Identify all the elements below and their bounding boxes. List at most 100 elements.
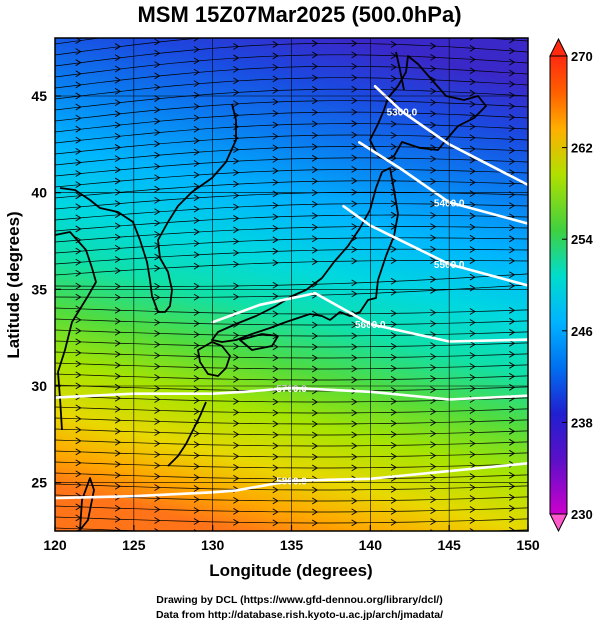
- streamline-arrow: [75, 48, 82, 55]
- streamline-arrow: [351, 376, 358, 384]
- colorbar-ticks: 230 238 246 254 262 270: [562, 49, 593, 522]
- streamline-arrow: [75, 59, 82, 67]
- streamline-arrow: [114, 144, 121, 151]
- streamline-arrow: [391, 19, 396, 25]
- streamline-arrow: [469, 273, 476, 281]
- streamline-arrow: [114, 177, 121, 185]
- streamline-arrow: [430, 419, 437, 426]
- streamline-arrow: [430, 496, 437, 503]
- streamline-arrow: [311, 63, 319, 70]
- colorbar-top-cap: [549, 37, 568, 57]
- streamline-arrow: [509, 372, 516, 380]
- streamline-arrow: [430, 53, 437, 61]
- streamline-arrow: [193, 496, 200, 503]
- streamline-arrow: [430, 38, 431, 39]
- streamline-arrow: [351, 85, 358, 93]
- streamline-arrow: [272, 281, 279, 289]
- streamline-arrow: [509, 113, 516, 121]
- streamline-arrow: [233, 518, 240, 526]
- streamline-arrow: [75, 70, 82, 78]
- streamline-arrow: [193, 282, 200, 290]
- streamline-arrow: [193, 408, 200, 415]
- streamline-arrow: [351, 343, 358, 351]
- streamline-arrow: [311, 40, 319, 47]
- streamline-arrow: [469, 112, 476, 119]
- streamline-arrow: [351, 40, 358, 47]
- streamline-arrow: [312, 542, 317, 548]
- streamline-arrow: [233, 215, 240, 222]
- streamline-arrow: [154, 363, 161, 370]
- streamline-arrow: [509, 136, 516, 143]
- colorbar-tick-label: 246: [571, 324, 593, 339]
- streamline-arrow: [154, 163, 161, 170]
- streamline-arrow: [272, 167, 279, 175]
- streamline-arrow: [430, 87, 437, 95]
- streamline-arrow: [114, 88, 121, 95]
- streamline-arrow: [233, 441, 240, 449]
- streamline-arrow: [114, 449, 121, 457]
- streamline-arrow: [272, 155, 279, 163]
- x-tick-label: 150: [516, 537, 540, 553]
- streamline-arrow: [273, 18, 278, 24]
- streamline-arrow: [390, 309, 397, 317]
- streamline-arrow: [114, 306, 121, 314]
- x-tick-label: 120: [43, 537, 67, 553]
- streamline-arrow: [194, 24, 199, 30]
- x-tick-label: 145: [437, 537, 461, 553]
- streamline-arrow: [509, 282, 516, 290]
- colorbar-bar: [549, 55, 568, 515]
- streamline-arrow: [193, 103, 200, 110]
- streamline-arrow: [469, 257, 476, 265]
- streamline-arrow: [430, 257, 437, 264]
- streamline-arrow: [75, 225, 82, 233]
- streamline-arrow: [430, 518, 437, 525]
- colorbar-tick-label: 230: [571, 507, 593, 522]
- streamline-arrow: [154, 374, 161, 381]
- streamline-arrow: [154, 230, 161, 238]
- streamline-arrow: [75, 470, 82, 478]
- streamline-arrow: [193, 68, 200, 76]
- streamline-arrow: [312, 17, 317, 23]
- streamline-arrow: [351, 165, 358, 173]
- streamline-arrow: [311, 258, 319, 266]
- streamline-arrow: [351, 497, 358, 505]
- streamline-arrow: [272, 121, 279, 129]
- streamline-arrow: [154, 319, 161, 326]
- streamline-arrow: [193, 430, 200, 437]
- streamline-arrow: [311, 519, 319, 527]
- streamline-arrow: [114, 427, 121, 435]
- streamline-arrow: [509, 38, 516, 44]
- streamline-arrow: [430, 275, 437, 283]
- streamline-arrow: [75, 214, 82, 222]
- colorbar-tick-label: 254: [571, 232, 593, 247]
- streamline-arrow: [193, 171, 200, 179]
- x-tick-label: 125: [122, 537, 146, 553]
- streamline-arrow: [390, 342, 397, 350]
- streamline-arrow: [469, 418, 476, 425]
- streamline-arrow: [509, 438, 516, 446]
- streamline-arrow: [390, 75, 397, 82]
- streamline-arrow: [390, 408, 397, 416]
- streamline-arrow: [509, 246, 516, 254]
- streamline-arrow: [390, 463, 397, 471]
- streamline-arrow: [75, 316, 82, 324]
- streamline-arrow: [430, 452, 437, 459]
- y-tick-label: 40: [31, 185, 47, 201]
- streamline-arrow: [469, 201, 476, 209]
- china-coast: [55, 231, 97, 431]
- streamline-arrow: [509, 202, 516, 210]
- streamline-arrow: [430, 132, 437, 140]
- streamline-arrow: [430, 364, 437, 371]
- streamline-arrow: [430, 485, 437, 492]
- streamline-arrow: [430, 430, 437, 437]
- streamline-arrow: [509, 317, 516, 325]
- streamline-arrow: [430, 166, 437, 174]
- streamline-arrow: [390, 288, 397, 296]
- streamline-arrow: [233, 463, 240, 471]
- x-tick-label: 130: [201, 537, 225, 553]
- streamline-arrow: [430, 507, 437, 514]
- streamline-arrow: [272, 310, 279, 318]
- streamline-arrow: [193, 228, 200, 236]
- streamline-arrow: [469, 451, 476, 458]
- streamline-arrow: [193, 91, 200, 99]
